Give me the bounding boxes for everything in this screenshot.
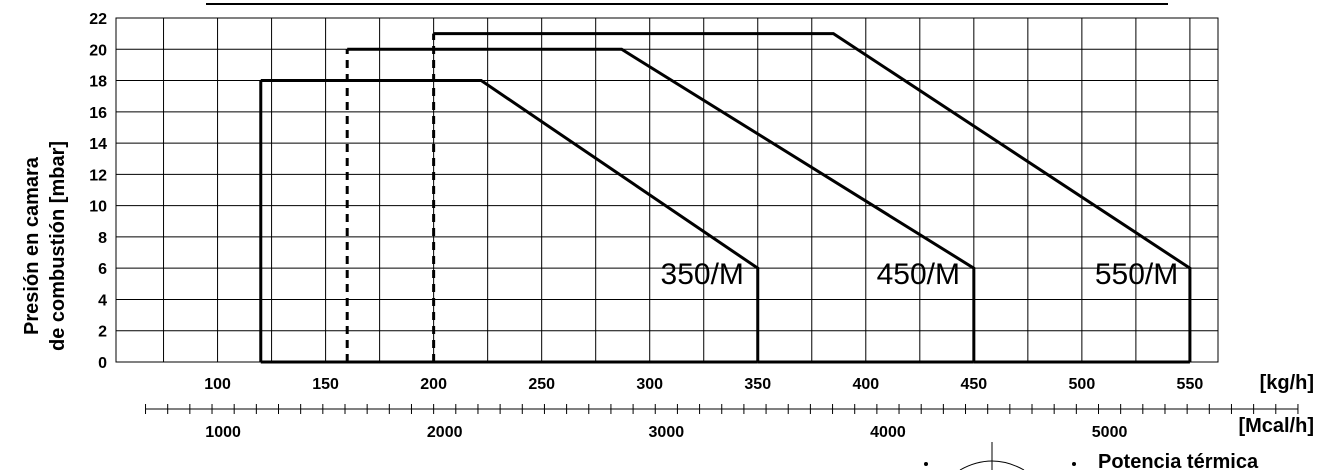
x2-tick-label: 5000 [1092, 424, 1128, 441]
x2-tick-label: 3000 [649, 424, 685, 441]
y-tick-label: 18 [89, 74, 107, 91]
y-tick-label: 20 [89, 42, 107, 59]
labels: Presión en camara de combustión [mbar] [… [21, 141, 1314, 470]
footer-arc [959, 460, 1025, 470]
y-tick-label: 22 [89, 11, 107, 28]
y-tick-label: 4 [98, 292, 107, 309]
x-tick-label: 450 [960, 376, 987, 393]
y-tick-label: 16 [89, 105, 107, 122]
axes: 0 2 4 6 8 10 12 14 16 18 20 22 100 150 200 250 300 350 400… [89, 3, 1299, 470]
thermal-power-label: Potencia térmica [1098, 451, 1259, 470]
x2-tick-label: 2000 [427, 424, 463, 441]
x-axis-unit-label: [kg/h] [1260, 372, 1314, 394]
y-tick-label: 0 [98, 355, 107, 372]
x-tick-label: 250 [528, 376, 555, 393]
x-tick-label: 200 [420, 376, 447, 393]
series-group: 350/M 450/M 550/M [259, 32, 1192, 364]
x-tick-label: 350 [744, 376, 771, 393]
y-tick-label: 12 [89, 167, 107, 184]
grid [116, 17, 1218, 363]
y-axis-label-line-2: de combustión [mbar] [47, 141, 69, 351]
x-tick-label: 100 [204, 376, 231, 393]
y-axis-label-line-1: Presión en camara [21, 156, 43, 335]
x-tick-label: 150 [312, 376, 339, 393]
x2-tick-label: 1000 [205, 424, 241, 441]
y-tick-label: 6 [98, 261, 107, 278]
series-label: 550/M [1095, 258, 1178, 291]
x-tick-label: 400 [852, 376, 879, 393]
x-tick-label: 300 [636, 376, 663, 393]
series-350-M-envelope [260, 79, 760, 362]
series-label: 450/M [877, 258, 960, 291]
plot-frame [115, 17, 1219, 363]
series-450-M-envelope [347, 47, 976, 362]
y-tick-label: 10 [89, 199, 107, 216]
marker-dot [924, 462, 928, 466]
x-tick-label: 500 [1069, 376, 1096, 393]
x2-axis-unit-label: [Mcal/h] [1238, 415, 1314, 437]
marker-dot [1072, 462, 1076, 466]
series-label: 350/M [661, 258, 744, 291]
x-tick-label: 550 [1177, 376, 1204, 393]
y-tick-label: 8 [98, 230, 107, 247]
series-550-M-envelope [433, 32, 1192, 362]
y-tick-label: 2 [98, 324, 107, 341]
x2-tick-label: 4000 [870, 424, 906, 441]
y-tick-label: 14 [89, 136, 107, 153]
